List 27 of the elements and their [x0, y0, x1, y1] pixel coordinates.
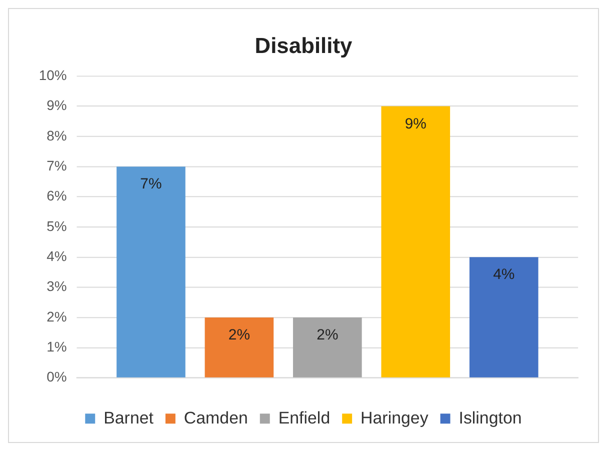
chart-title: Disability [254, 33, 354, 58]
y-tick-label: 0% [46, 368, 67, 385]
y-tick-label: 10% [38, 66, 67, 83]
y-tick-label: 9% [46, 97, 67, 114]
data-label: 9% [404, 115, 426, 132]
y-tick-label: 3% [46, 278, 67, 294]
y-tick-label: 7% [46, 157, 67, 174]
legend-label: Haringey [360, 408, 429, 428]
bar [381, 106, 450, 378]
legend-label: Islington [458, 408, 522, 428]
y-tick-label: 6% [46, 188, 67, 204]
y-tick-label: 8% [46, 127, 67, 144]
legend-label: Enfield [278, 408, 330, 428]
y-tick-label: 4% [46, 248, 67, 264]
bar [469, 257, 538, 378]
data-label: 2% [316, 326, 338, 344]
y-tick-label: 1% [46, 338, 67, 355]
y-tick-label: 2% [46, 308, 67, 324]
data-label: 7% [140, 176, 162, 193]
y-tick-label: 5% [46, 218, 67, 234]
bar [293, 318, 362, 378]
legend-label: Barnet [104, 408, 154, 428]
legend-label: Camden [184, 408, 248, 428]
bar [116, 166, 186, 378]
data-label: 4% [493, 266, 515, 284]
data-label: 2% [228, 326, 250, 344]
bar [204, 318, 274, 378]
